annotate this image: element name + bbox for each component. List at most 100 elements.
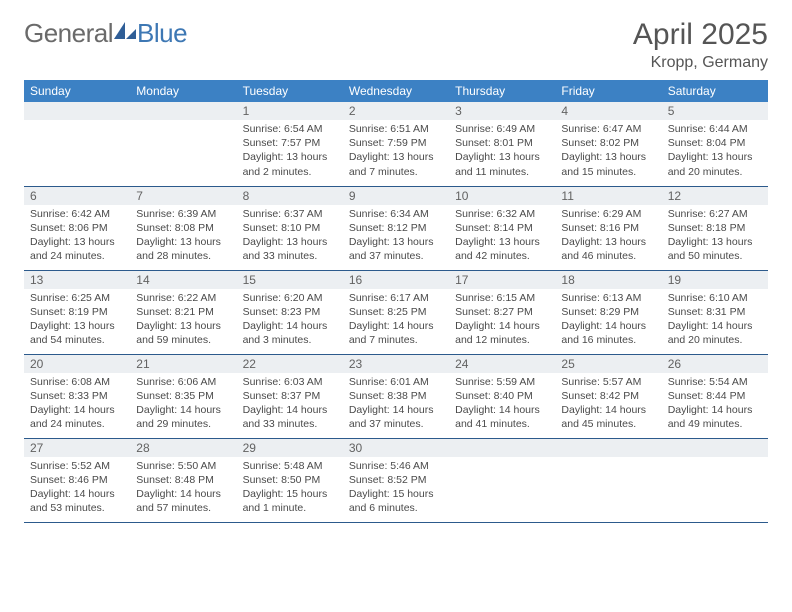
weekday-header: Tuesday bbox=[237, 80, 343, 102]
day-number: 3 bbox=[449, 102, 555, 120]
calendar-cell: 23Sunrise: 6:01 AMSunset: 8:38 PMDayligh… bbox=[343, 354, 449, 438]
calendar-cell: 30Sunrise: 5:46 AMSunset: 8:52 PMDayligh… bbox=[343, 438, 449, 522]
day-number: 2 bbox=[343, 102, 449, 120]
weekday-header: Thursday bbox=[449, 80, 555, 102]
day-details: Sunrise: 6:13 AMSunset: 8:29 PMDaylight:… bbox=[555, 289, 661, 352]
day-number: 20 bbox=[24, 355, 130, 373]
calendar-cell: 29Sunrise: 5:48 AMSunset: 8:50 PMDayligh… bbox=[237, 438, 343, 522]
weekday-header: Friday bbox=[555, 80, 661, 102]
day-number: 10 bbox=[449, 187, 555, 205]
calendar-row: 6Sunrise: 6:42 AMSunset: 8:06 PMDaylight… bbox=[24, 186, 768, 270]
day-details: Sunrise: 6:17 AMSunset: 8:25 PMDaylight:… bbox=[343, 289, 449, 352]
calendar-cell: 16Sunrise: 6:17 AMSunset: 8:25 PMDayligh… bbox=[343, 270, 449, 354]
day-number-bar bbox=[555, 439, 661, 457]
day-number: 14 bbox=[130, 271, 236, 289]
day-number: 23 bbox=[343, 355, 449, 373]
weekday-header: Saturday bbox=[662, 80, 768, 102]
calendar-cell: 7Sunrise: 6:39 AMSunset: 8:08 PMDaylight… bbox=[130, 186, 236, 270]
calendar-cell: 19Sunrise: 6:10 AMSunset: 8:31 PMDayligh… bbox=[662, 270, 768, 354]
day-number: 1 bbox=[237, 102, 343, 120]
calendar-cell: 17Sunrise: 6:15 AMSunset: 8:27 PMDayligh… bbox=[449, 270, 555, 354]
day-number: 30 bbox=[343, 439, 449, 457]
calendar-cell bbox=[449, 438, 555, 522]
calendar-cell: 13Sunrise: 6:25 AMSunset: 8:19 PMDayligh… bbox=[24, 270, 130, 354]
calendar-cell bbox=[130, 102, 236, 186]
day-details: Sunrise: 5:46 AMSunset: 8:52 PMDaylight:… bbox=[343, 457, 449, 520]
day-number: 9 bbox=[343, 187, 449, 205]
calendar-row: 27Sunrise: 5:52 AMSunset: 8:46 PMDayligh… bbox=[24, 438, 768, 522]
calendar-cell: 8Sunrise: 6:37 AMSunset: 8:10 PMDaylight… bbox=[237, 186, 343, 270]
day-number-bar bbox=[662, 439, 768, 457]
calendar-cell: 2Sunrise: 6:51 AMSunset: 7:59 PMDaylight… bbox=[343, 102, 449, 186]
calendar-cell: 6Sunrise: 6:42 AMSunset: 8:06 PMDaylight… bbox=[24, 186, 130, 270]
day-details: Sunrise: 6:22 AMSunset: 8:21 PMDaylight:… bbox=[130, 289, 236, 352]
calendar-cell: 22Sunrise: 6:03 AMSunset: 8:37 PMDayligh… bbox=[237, 354, 343, 438]
location: Kropp, Germany bbox=[633, 54, 768, 72]
calendar-cell: 4Sunrise: 6:47 AMSunset: 8:02 PMDaylight… bbox=[555, 102, 661, 186]
day-details: Sunrise: 6:34 AMSunset: 8:12 PMDaylight:… bbox=[343, 205, 449, 268]
day-number: 26 bbox=[662, 355, 768, 373]
day-details: Sunrise: 6:27 AMSunset: 8:18 PMDaylight:… bbox=[662, 205, 768, 268]
day-details: Sunrise: 6:42 AMSunset: 8:06 PMDaylight:… bbox=[24, 205, 130, 268]
day-number: 24 bbox=[449, 355, 555, 373]
weekday-header: Monday bbox=[130, 80, 236, 102]
weekday-header: Wednesday bbox=[343, 80, 449, 102]
logo: General Blue bbox=[24, 18, 187, 49]
calendar-cell: 26Sunrise: 5:54 AMSunset: 8:44 PMDayligh… bbox=[662, 354, 768, 438]
day-details: Sunrise: 6:49 AMSunset: 8:01 PMDaylight:… bbox=[449, 120, 555, 183]
day-details: Sunrise: 6:01 AMSunset: 8:38 PMDaylight:… bbox=[343, 373, 449, 436]
day-details: Sunrise: 6:25 AMSunset: 8:19 PMDaylight:… bbox=[24, 289, 130, 352]
day-details: Sunrise: 5:57 AMSunset: 8:42 PMDaylight:… bbox=[555, 373, 661, 436]
day-details: Sunrise: 6:32 AMSunset: 8:14 PMDaylight:… bbox=[449, 205, 555, 268]
calendar-cell bbox=[555, 438, 661, 522]
day-number: 13 bbox=[24, 271, 130, 289]
day-details: Sunrise: 6:51 AMSunset: 7:59 PMDaylight:… bbox=[343, 120, 449, 183]
day-details: Sunrise: 6:54 AMSunset: 7:57 PMDaylight:… bbox=[237, 120, 343, 183]
header: General Blue April 2025 Kropp, Germany bbox=[24, 18, 768, 72]
day-details: Sunrise: 5:50 AMSunset: 8:48 PMDaylight:… bbox=[130, 457, 236, 520]
calendar-cell: 5Sunrise: 6:44 AMSunset: 8:04 PMDaylight… bbox=[662, 102, 768, 186]
calendar-cell: 15Sunrise: 6:20 AMSunset: 8:23 PMDayligh… bbox=[237, 270, 343, 354]
day-number: 19 bbox=[662, 271, 768, 289]
day-details: Sunrise: 5:54 AMSunset: 8:44 PMDaylight:… bbox=[662, 373, 768, 436]
day-number-bar bbox=[449, 439, 555, 457]
logo-text-general: General bbox=[24, 18, 113, 49]
day-details: Sunrise: 6:06 AMSunset: 8:35 PMDaylight:… bbox=[130, 373, 236, 436]
title-block: April 2025 Kropp, Germany bbox=[633, 18, 768, 72]
day-number: 18 bbox=[555, 271, 661, 289]
day-number: 8 bbox=[237, 187, 343, 205]
day-details: Sunrise: 5:59 AMSunset: 8:40 PMDaylight:… bbox=[449, 373, 555, 436]
month-title: April 2025 bbox=[633, 18, 768, 52]
calendar-row: 1Sunrise: 6:54 AMSunset: 7:57 PMDaylight… bbox=[24, 102, 768, 186]
calendar-cell: 12Sunrise: 6:27 AMSunset: 8:18 PMDayligh… bbox=[662, 186, 768, 270]
day-details: Sunrise: 5:52 AMSunset: 8:46 PMDaylight:… bbox=[24, 457, 130, 520]
weekday-header-row: Sunday Monday Tuesday Wednesday Thursday… bbox=[24, 80, 768, 102]
day-details: Sunrise: 6:03 AMSunset: 8:37 PMDaylight:… bbox=[237, 373, 343, 436]
calendar-table: Sunday Monday Tuesday Wednesday Thursday… bbox=[24, 80, 768, 523]
calendar-cell: 24Sunrise: 5:59 AMSunset: 8:40 PMDayligh… bbox=[449, 354, 555, 438]
day-number: 28 bbox=[130, 439, 236, 457]
calendar-cell: 25Sunrise: 5:57 AMSunset: 8:42 PMDayligh… bbox=[555, 354, 661, 438]
calendar-cell: 27Sunrise: 5:52 AMSunset: 8:46 PMDayligh… bbox=[24, 438, 130, 522]
logo-text-blue: Blue bbox=[137, 18, 187, 49]
day-number: 25 bbox=[555, 355, 661, 373]
day-details: Sunrise: 6:44 AMSunset: 8:04 PMDaylight:… bbox=[662, 120, 768, 183]
day-details: Sunrise: 6:20 AMSunset: 8:23 PMDaylight:… bbox=[237, 289, 343, 352]
day-number: 17 bbox=[449, 271, 555, 289]
day-details: Sunrise: 6:47 AMSunset: 8:02 PMDaylight:… bbox=[555, 120, 661, 183]
calendar-row: 13Sunrise: 6:25 AMSunset: 8:19 PMDayligh… bbox=[24, 270, 768, 354]
calendar-cell: 20Sunrise: 6:08 AMSunset: 8:33 PMDayligh… bbox=[24, 354, 130, 438]
day-number-bar bbox=[24, 102, 130, 120]
calendar-cell: 10Sunrise: 6:32 AMSunset: 8:14 PMDayligh… bbox=[449, 186, 555, 270]
calendar-cell: 18Sunrise: 6:13 AMSunset: 8:29 PMDayligh… bbox=[555, 270, 661, 354]
day-number: 11 bbox=[555, 187, 661, 205]
calendar-cell: 11Sunrise: 6:29 AMSunset: 8:16 PMDayligh… bbox=[555, 186, 661, 270]
calendar-cell: 21Sunrise: 6:06 AMSunset: 8:35 PMDayligh… bbox=[130, 354, 236, 438]
calendar-cell bbox=[24, 102, 130, 186]
day-details: Sunrise: 6:29 AMSunset: 8:16 PMDaylight:… bbox=[555, 205, 661, 268]
logo-sail-icon bbox=[114, 22, 136, 40]
day-number: 4 bbox=[555, 102, 661, 120]
calendar-row: 20Sunrise: 6:08 AMSunset: 8:33 PMDayligh… bbox=[24, 354, 768, 438]
day-number: 16 bbox=[343, 271, 449, 289]
day-number: 7 bbox=[130, 187, 236, 205]
